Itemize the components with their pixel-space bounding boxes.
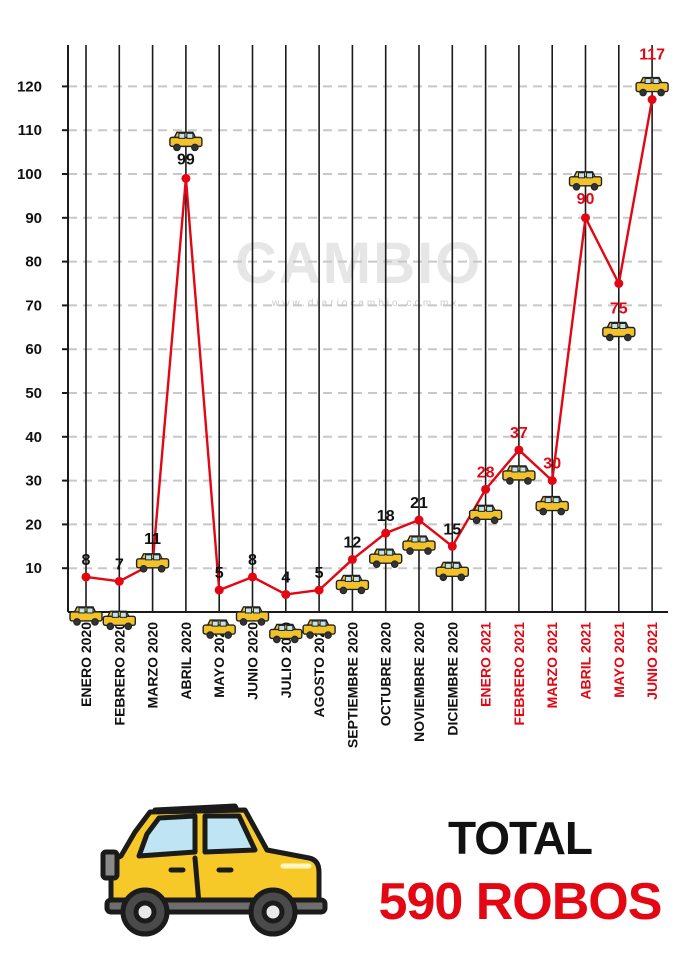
data-label: 28 (477, 464, 495, 481)
x-tick-label: MAYO 2021 (611, 622, 627, 698)
data-point (347, 554, 357, 564)
x-tick-label: FEBRERO 2021 (511, 622, 527, 726)
x-tick-label: MARZO 2021 (544, 622, 560, 709)
x-tick-label: DICIEMBRE 2020 (444, 622, 460, 736)
data-point (481, 484, 491, 494)
data-point (547, 476, 557, 486)
total-value: 590 ROBOS (378, 873, 663, 931)
data-point (281, 589, 291, 599)
y-tick-label: 50 (25, 385, 42, 402)
data-label: 11 (144, 531, 161, 548)
y-tick-label: 20 (25, 516, 42, 533)
data-label: 75 (610, 301, 628, 318)
data-label: 5 (315, 565, 324, 582)
data-label: 117 (639, 47, 665, 64)
watermark-brand: CAMBIO (235, 231, 482, 296)
y-tick-label: 70 (25, 297, 42, 314)
x-tick-label: ENERO 2021 (478, 622, 494, 707)
taxi-icon (502, 465, 536, 485)
data-label: 30 (543, 456, 561, 473)
x-tick-label: ABRIL 2020 (178, 622, 194, 700)
x-tick-label: JUNIO 2020 (245, 622, 261, 700)
data-point (181, 173, 191, 183)
taxi-icon (435, 561, 469, 582)
taxi-icon (369, 548, 403, 568)
watermark: CAMBIO www.diariocambio.com.mx (235, 231, 482, 309)
x-tick-label: MAYO 2020 (211, 622, 227, 698)
data-point (514, 445, 524, 455)
data-point (381, 528, 391, 538)
y-tick-label: 40 (25, 429, 42, 446)
data-point (447, 541, 457, 551)
gridlines (68, 85, 668, 570)
data-label: 8 (82, 552, 91, 569)
total-summary: TOTAL 590 ROBOS (350, 812, 690, 932)
y-tick-label: 80 (25, 254, 42, 271)
data-point (314, 585, 324, 595)
x-tick-label: MARZO 2020 (145, 622, 161, 709)
y-tick-label: 100 (17, 166, 42, 183)
taxi-icon (235, 606, 270, 626)
taxi-icon (102, 610, 137, 631)
taxi-icon (535, 495, 569, 516)
y-tick-label: 90 (25, 210, 42, 227)
series-line (81, 95, 657, 599)
data-point (647, 95, 657, 105)
data-label: 99 (177, 151, 195, 168)
taxi-icon (335, 574, 370, 595)
x-tick-label: NOVIEMBRE 2020 (411, 622, 427, 742)
series-path (85, 99, 654, 596)
data-label: 37 (510, 425, 528, 442)
data-point (614, 279, 624, 288)
data-point (114, 576, 124, 586)
data-point (81, 572, 91, 582)
y-tick-label: 10 (25, 560, 42, 577)
total-title: TOTAL (447, 812, 593, 864)
y-tick-label: 60 (25, 341, 42, 358)
taxi-icon (269, 623, 303, 644)
data-label: 4 (281, 569, 290, 586)
x-tick-label: ENERO 2020 (78, 622, 94, 707)
taxi-markers (69, 76, 669, 644)
y-axis: 10 20 30 40 50 60 70 80 90 100 110 120 (17, 45, 69, 612)
data-point (214, 585, 224, 595)
taxi-icon (468, 504, 503, 525)
taxi-icon (302, 619, 336, 639)
taxi-icon (202, 619, 236, 639)
y-tick-label: 110 (18, 122, 42, 139)
line-chart: CAMBIO www.diariocambio.com.mx 10 20 30 40 5… (17, 45, 669, 748)
taxi-icon (135, 553, 170, 573)
taxi-car-icon (100, 803, 328, 937)
data-label: 21 (410, 495, 428, 512)
taxi-icon (568, 171, 603, 191)
data-label: 7 (115, 556, 124, 573)
taxi-icon (169, 131, 203, 152)
y-tick-label: 30 (25, 473, 42, 490)
taxi-icon (69, 606, 103, 626)
x-axis: ENERO 2020 FEBRERO 2020 MARZO 2020 ABRIL 20… (68, 45, 668, 748)
x-tick-label: FEBRERO 2020 (111, 622, 127, 726)
x-tick-label: JUNIO 2021 (644, 622, 660, 700)
watermark-url: www.diariocambio.com.mx (271, 298, 459, 309)
data-label: 18 (377, 508, 395, 525)
data-label: 12 (344, 534, 362, 551)
taxi-icon (602, 321, 636, 342)
x-tick-label: ABRIL 2021 (578, 622, 594, 700)
data-label: 8 (248, 552, 257, 569)
data-point (581, 213, 590, 223)
x-tick-label: JULIO 2020 (278, 622, 294, 698)
taxi-icon (402, 535, 436, 555)
data-point (248, 572, 257, 582)
y-tick-label: 120 (17, 78, 42, 95)
x-tick-label: OCTUBRE 2020 (378, 622, 394, 726)
data-label: 15 (443, 521, 461, 538)
taxi-icon (635, 76, 669, 97)
data-point (414, 515, 424, 525)
x-tick-label: SEPTIEMBRE 2020 (344, 622, 360, 748)
data-labels: 8 7 11 99 5 8 4 5 12 18 21 15 28 37 30 90 75 117 (82, 47, 666, 587)
x-tick-label: AGOSTO 2020 (311, 622, 327, 718)
data-label: 5 (215, 565, 224, 582)
data-label: 90 (577, 191, 595, 208)
